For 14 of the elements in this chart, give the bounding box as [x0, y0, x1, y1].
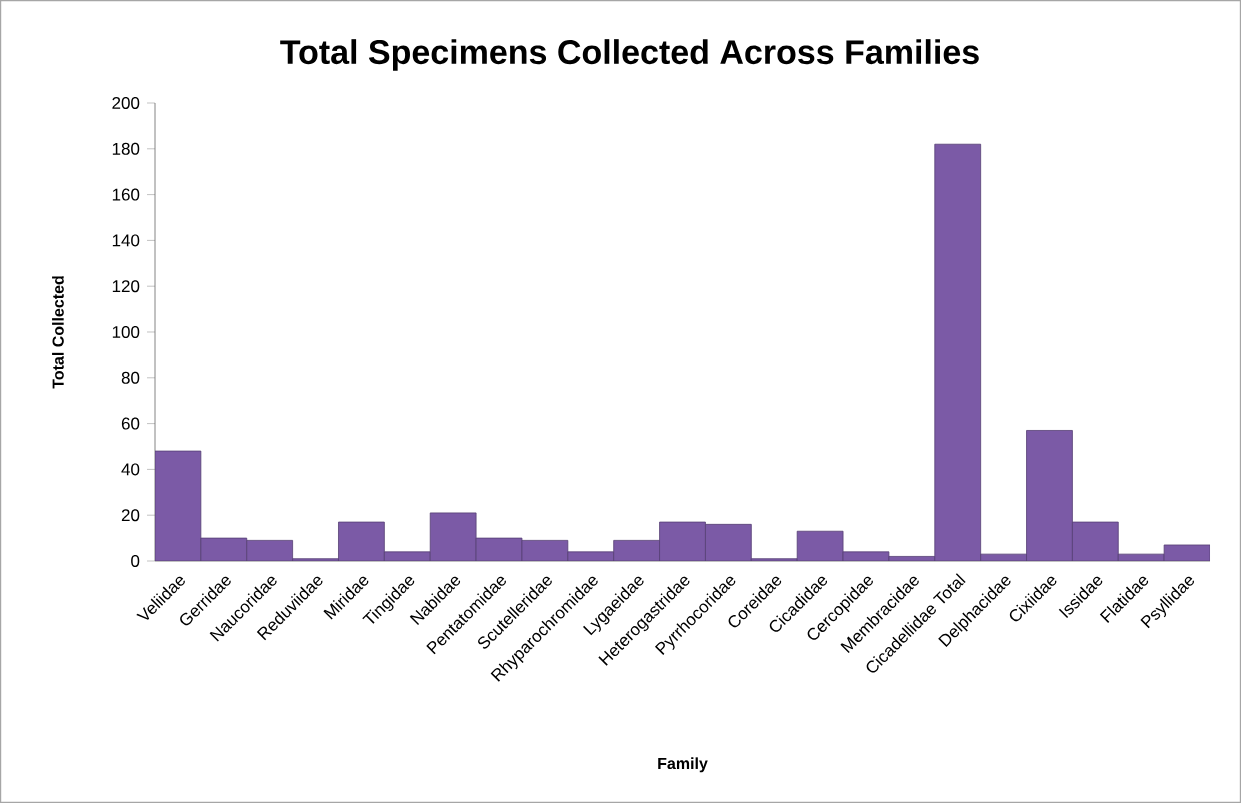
- y-axis-title: Total Collected: [52, 276, 64, 389]
- chart-title: Total Specimens Collected Across Families: [280, 39, 979, 71]
- y-tick-label: 80: [121, 371, 140, 384]
- y-tick-label: 180: [112, 142, 140, 155]
- y-tick-label: 200: [112, 96, 140, 110]
- x-axis-title: Family: [658, 757, 708, 773]
- y-tick-label: 120: [112, 280, 140, 293]
- y-tick-label: 60: [121, 417, 140, 430]
- y-tick-label: 40: [121, 463, 140, 476]
- y-tick-label: 160: [112, 188, 140, 201]
- y-tick-label: 140: [112, 234, 140, 247]
- y-tick-label: 20: [121, 509, 140, 522]
- y-tick-label: 100: [112, 326, 140, 339]
- y-tick-label: 0: [131, 554, 140, 568]
